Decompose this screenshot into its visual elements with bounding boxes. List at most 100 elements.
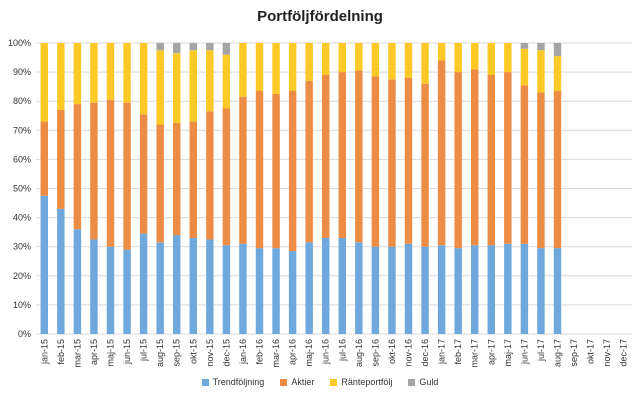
x-tick-label: feb-17 <box>453 339 463 365</box>
bar-segment <box>504 243 512 334</box>
bar-segment <box>487 245 496 334</box>
bar-segment <box>338 237 347 334</box>
x-tick-label: jun-15 <box>122 339 132 365</box>
legend: Trendföljning Aktier Ränteportfölj Guld <box>0 377 640 387</box>
bar-segment <box>156 50 164 125</box>
bar-segment <box>172 43 181 54</box>
bar-segment <box>537 43 545 51</box>
x-tick-label: dec-17 <box>619 339 629 367</box>
x-tick-label: jun-17 <box>519 339 529 365</box>
bar-segment <box>189 121 198 238</box>
bar-segment <box>321 237 330 334</box>
bar-segment <box>470 69 479 246</box>
x-tick-label: nov-17 <box>602 339 612 367</box>
bar-segment <box>454 43 462 73</box>
x-tick-label: mar-15 <box>72 339 82 368</box>
y-tick-label: 60% <box>13 154 31 164</box>
x-tick-label: jan-16 <box>238 339 248 365</box>
bar-segment <box>255 248 264 334</box>
bar-segment <box>553 43 562 57</box>
x-tick-label: dec-15 <box>221 339 231 367</box>
bar-segment <box>421 43 429 84</box>
bar-segment <box>139 233 148 334</box>
bar-segment <box>156 43 164 51</box>
legend-swatch <box>201 378 209 386</box>
bar-segment <box>371 246 380 334</box>
bar-segment <box>520 243 529 334</box>
bar-segment <box>172 123 181 236</box>
legend-label: Ränteportfölj <box>341 377 393 387</box>
x-tick-label: jul-17 <box>536 339 546 362</box>
x-tick-label: maj-16 <box>304 339 314 367</box>
y-tick-label: 0% <box>18 329 31 339</box>
bar-segment <box>454 248 462 334</box>
x-tick-label: apr-15 <box>89 339 99 365</box>
bar-segment <box>189 237 198 334</box>
x-tick-label: dec-16 <box>420 339 430 367</box>
bar-segment <box>123 43 131 103</box>
x-tick-label: jan-15 <box>39 339 49 365</box>
x-tick-label: maj-15 <box>106 339 116 367</box>
bar-segment <box>520 85 529 244</box>
bar-segment <box>172 235 181 334</box>
bar-segment <box>355 70 363 243</box>
bar-segment <box>338 43 347 73</box>
bar-segment <box>172 53 181 124</box>
bar-segment <box>520 48 529 86</box>
bar-segment <box>57 43 65 110</box>
bar-segment <box>90 43 98 103</box>
bar-segment <box>57 109 65 209</box>
bar-segment <box>421 83 429 247</box>
bar-segment <box>106 43 115 100</box>
bar-segment <box>123 249 131 334</box>
bar-segment <box>139 43 148 115</box>
x-tick-label: sep-17 <box>569 339 579 367</box>
x-tick-label: okt-17 <box>586 339 596 364</box>
x-tick-label: aug-16 <box>354 339 364 367</box>
bar-segment <box>504 43 512 73</box>
x-tick-label: jan-17 <box>437 339 447 365</box>
legend-label: Guld <box>419 377 439 387</box>
bar-segment <box>189 50 198 122</box>
bar-segment <box>288 91 297 252</box>
bar-segment <box>73 43 82 105</box>
x-tick-label: feb-16 <box>255 339 265 365</box>
bar-segment <box>73 229 82 334</box>
bar-segment <box>537 50 545 93</box>
x-tick-label: jun-16 <box>321 339 331 365</box>
x-tick-label: sep-16 <box>370 339 380 367</box>
bar-segment <box>321 43 330 76</box>
bar-segment <box>504 72 512 244</box>
bar-segment <box>222 108 231 246</box>
bar-segment <box>437 43 446 61</box>
bar-segment <box>73 104 82 230</box>
y-tick-label: 30% <box>13 242 31 252</box>
legend-item: Aktier <box>280 377 314 387</box>
x-tick-label: jul-15 <box>139 339 149 362</box>
x-tick-label: okt-15 <box>188 339 198 364</box>
x-tick-label: apr-16 <box>288 339 298 365</box>
bar-segment <box>321 75 330 238</box>
bar-segment <box>404 77 413 244</box>
y-tick-label: 90% <box>13 67 31 77</box>
bar-segment <box>388 43 396 80</box>
legend-label: Trendföljning <box>212 377 265 387</box>
x-tick-label: aug-15 <box>155 339 165 367</box>
bar-segment <box>553 91 562 249</box>
x-tick-label: mar-16 <box>271 339 281 368</box>
bar-segment <box>106 246 115 334</box>
bar-segment <box>272 43 280 94</box>
bar-segment <box>371 43 380 77</box>
x-tick-label: aug-17 <box>553 339 563 367</box>
chart-title: Portföljfördelning <box>257 8 383 25</box>
bar-segment <box>222 245 231 334</box>
x-tick-label: nov-16 <box>404 339 414 367</box>
bar-segment <box>338 72 347 238</box>
bar-segment <box>404 43 413 78</box>
bar-segment <box>189 43 198 51</box>
bar-segment <box>222 54 231 109</box>
bar-segment <box>239 96 247 244</box>
x-tick-label: maj-17 <box>503 339 513 367</box>
bar-segment <box>106 99 115 247</box>
